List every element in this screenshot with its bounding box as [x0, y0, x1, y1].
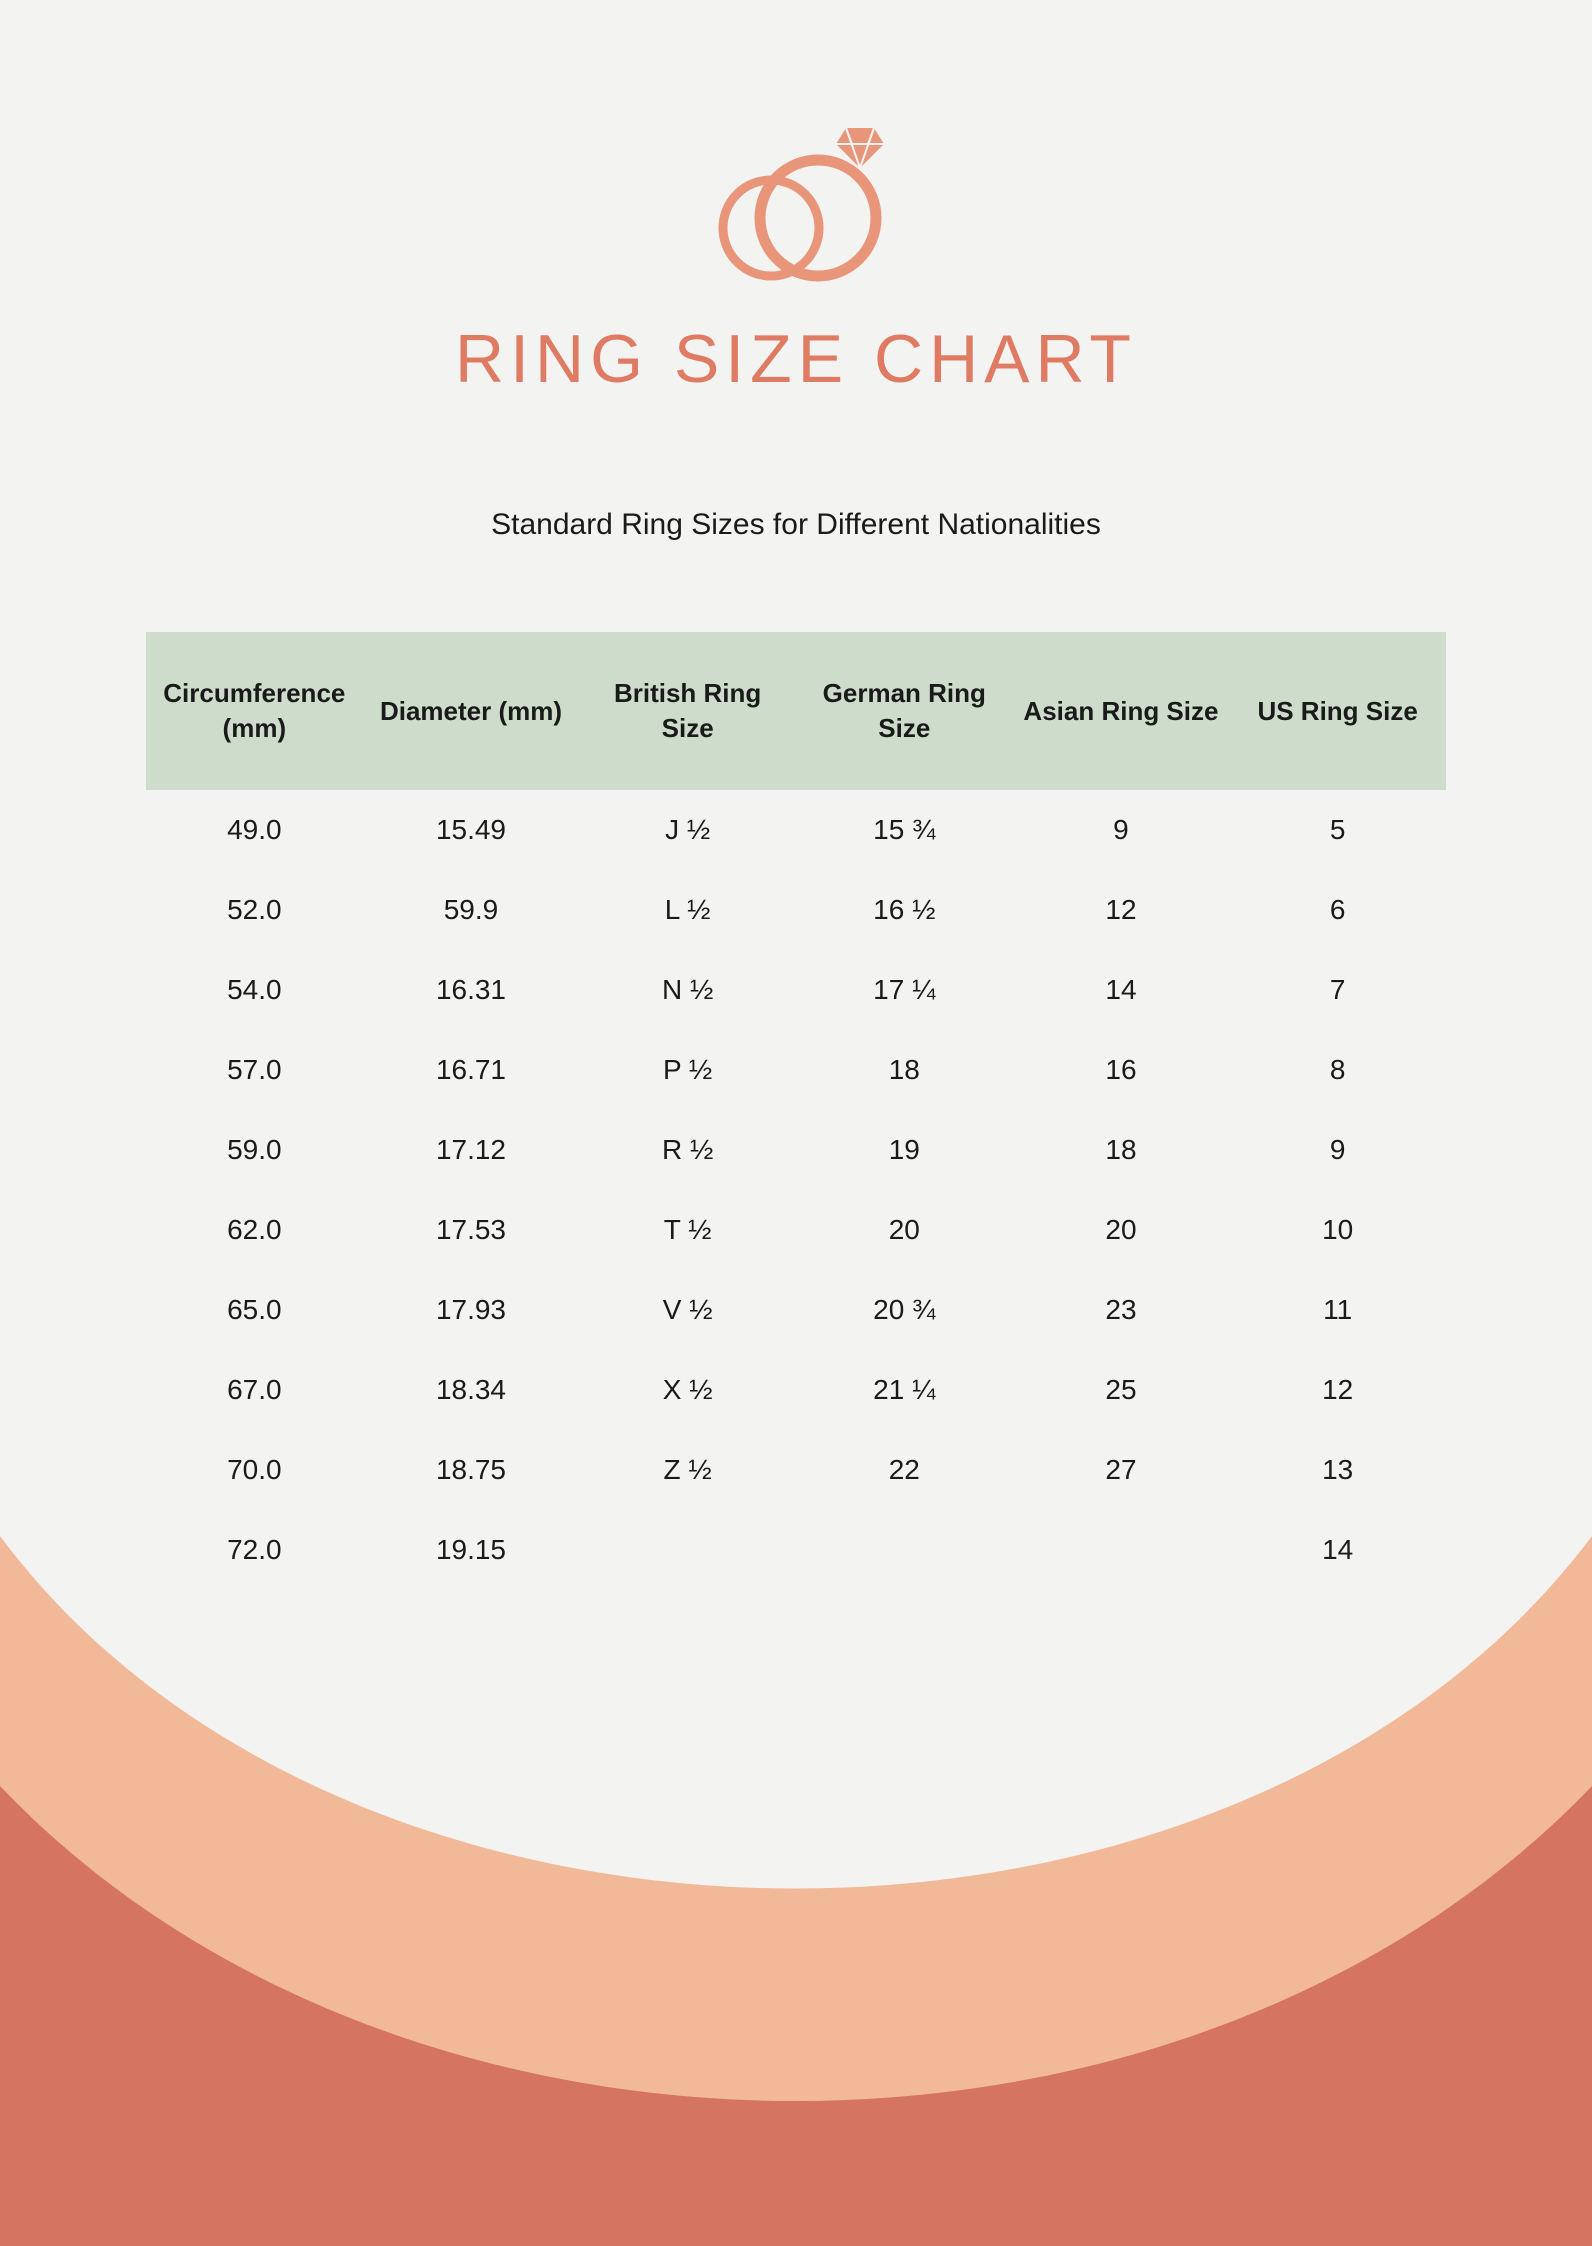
table-header-cell: German Ring Size	[796, 632, 1013, 790]
table-cell: 27	[1013, 1430, 1230, 1510]
table-cell: 5	[1229, 790, 1446, 870]
size-table-head: Circumference (mm)Diameter (mm)British R…	[146, 632, 1446, 790]
table-cell: 65.0	[146, 1270, 363, 1350]
table-cell: 57.0	[146, 1030, 363, 1110]
table-row: 59.017.12R ½19189	[146, 1110, 1446, 1190]
page-subtitle: Standard Ring Sizes for Different Nation…	[491, 508, 1101, 542]
table-cell: 16.71	[363, 1030, 580, 1110]
table-row: 54.016.31N ½17 ¼147	[146, 950, 1446, 1030]
table-cell: 9	[1229, 1110, 1446, 1190]
table-cell: 16.31	[363, 950, 580, 1030]
table-cell: 16	[1013, 1030, 1230, 1110]
table-cell: 10	[1229, 1190, 1446, 1270]
table-header-cell: US Ring Size	[1229, 632, 1446, 790]
size-table-container: Circumference (mm)Diameter (mm)British R…	[146, 632, 1446, 1590]
table-cell: 6	[1229, 870, 1446, 950]
table-cell: 14	[1229, 1510, 1446, 1590]
table-cell: 52.0	[146, 870, 363, 950]
table-cell: 22	[796, 1430, 1013, 1510]
table-header-cell: British Ring Size	[579, 632, 796, 790]
table-header-row: Circumference (mm)Diameter (mm)British R…	[146, 632, 1446, 790]
table-cell: L ½	[579, 870, 796, 950]
table-cell: 19.15	[363, 1510, 580, 1590]
table-cell: 54.0	[146, 950, 363, 1030]
table-cell: 15.49	[363, 790, 580, 870]
table-row: 62.017.53T ½202010	[146, 1190, 1446, 1270]
table-cell: 18	[1013, 1110, 1230, 1190]
table-cell: 18.75	[363, 1430, 580, 1510]
table-cell: V ½	[579, 1270, 796, 1350]
table-row: 49.015.49J ½15 ¾95	[146, 790, 1446, 870]
table-cell: 20	[796, 1190, 1013, 1270]
table-cell: P ½	[579, 1030, 796, 1110]
table-cell: 59.9	[363, 870, 580, 950]
table-cell: 13	[1229, 1430, 1446, 1510]
size-table-body: 49.015.49J ½15 ¾9552.059.9L ½16 ½12654.0…	[146, 790, 1446, 1590]
table-row: 67.018.34X ½21 ¼2512	[146, 1350, 1446, 1430]
table-cell: R ½	[579, 1110, 796, 1190]
table-cell	[1013, 1510, 1230, 1590]
table-row: 65.017.93V ½20 ¾2311	[146, 1270, 1446, 1350]
content-container: RING SIZE CHART Standard Ring Sizes for …	[0, 0, 1592, 1590]
page-title: RING SIZE CHART	[455, 320, 1137, 398]
table-cell: 17 ¼	[796, 950, 1013, 1030]
table-cell: 17.93	[363, 1270, 580, 1350]
table-cell: 18	[796, 1030, 1013, 1110]
table-cell: 15 ¾	[796, 790, 1013, 870]
table-cell: 11	[1229, 1270, 1446, 1350]
table-cell: T ½	[579, 1190, 796, 1270]
table-cell: 72.0	[146, 1510, 363, 1590]
table-header-cell: Asian Ring Size	[1013, 632, 1230, 790]
table-cell: 21 ¼	[796, 1350, 1013, 1430]
table-row: 52.059.9L ½16 ½126	[146, 870, 1446, 950]
table-cell	[579, 1510, 796, 1590]
table-row: 57.016.71P ½18168	[146, 1030, 1446, 1110]
table-cell: 18.34	[363, 1350, 580, 1430]
table-cell: 7	[1229, 950, 1446, 1030]
table-row: 70.018.75Z ½222713	[146, 1430, 1446, 1510]
table-header-cell: Circumference (mm)	[146, 632, 363, 790]
table-cell: 59.0	[146, 1110, 363, 1190]
table-cell: Z ½	[579, 1430, 796, 1510]
table-cell: 12	[1229, 1350, 1446, 1430]
table-cell: 67.0	[146, 1350, 363, 1430]
table-cell: X ½	[579, 1350, 796, 1430]
table-cell: 14	[1013, 950, 1230, 1030]
table-row: 72.019.15 14	[146, 1510, 1446, 1590]
table-cell: N ½	[579, 950, 796, 1030]
table-cell: 16 ½	[796, 870, 1013, 950]
table-cell: 25	[1013, 1350, 1230, 1430]
rings-icon	[696, 120, 896, 290]
table-cell: 70.0	[146, 1430, 363, 1510]
table-cell: 17.12	[363, 1110, 580, 1190]
table-cell: 20 ¾	[796, 1270, 1013, 1350]
table-cell: 8	[1229, 1030, 1446, 1110]
table-cell: 49.0	[146, 790, 363, 870]
table-cell: 17.53	[363, 1190, 580, 1270]
table-cell: 62.0	[146, 1190, 363, 1270]
table-cell: 9	[1013, 790, 1230, 870]
table-cell: 23	[1013, 1270, 1230, 1350]
table-cell	[796, 1510, 1013, 1590]
table-cell: J ½	[579, 790, 796, 870]
table-header-cell: Diameter (mm)	[363, 632, 580, 790]
size-table: Circumference (mm)Diameter (mm)British R…	[146, 632, 1446, 1590]
table-cell: 20	[1013, 1190, 1230, 1270]
table-cell: 12	[1013, 870, 1230, 950]
table-cell: 19	[796, 1110, 1013, 1190]
